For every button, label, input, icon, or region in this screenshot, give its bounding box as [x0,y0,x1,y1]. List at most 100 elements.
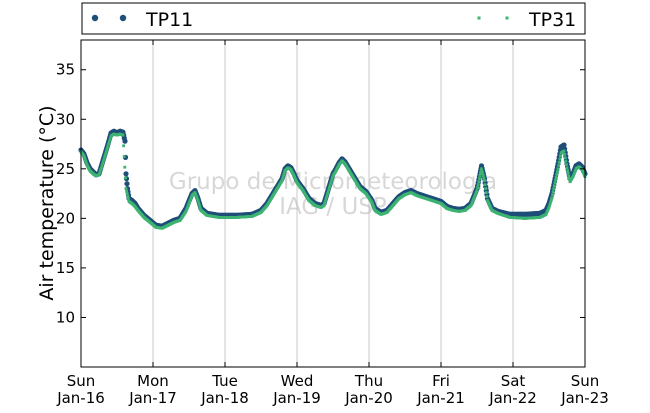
legend: TP11 TP31 [81,2,586,35]
data-point [187,202,191,205]
plot-frame [80,39,586,368]
legend-label-tp11: TP11 [145,9,193,31]
data-point [322,204,326,207]
data-point [478,174,482,178]
data-point [195,196,199,199]
x-tick-label-day: Mon [137,372,169,390]
data-point [371,204,375,208]
data-point [573,170,577,174]
data-point [185,206,189,210]
data-point [82,154,86,158]
data-point [479,172,482,175]
data-point [476,183,480,187]
legend-marker-tp11 [91,14,127,22]
data-point [325,194,329,197]
data-point [188,200,191,204]
data-point [572,173,575,177]
data-point [190,195,193,199]
x-tick-label-date: Jan-20 [344,389,393,407]
data-point [105,148,109,152]
data-point [122,144,125,148]
data-point [328,184,332,188]
x-tick-label-day: Sun [67,372,96,390]
data-point [473,195,476,198]
data-point [484,191,488,194]
data-point [193,191,197,194]
data-point [559,154,562,158]
data-point [127,197,130,201]
data-point [123,171,129,177]
data-point [323,200,327,203]
data-point [548,204,551,207]
data-point [97,173,101,177]
data-point [373,207,376,211]
data-point [470,201,474,204]
x-tick-label-date: Jan-16 [56,389,105,407]
x-tick-label-day: Sat [501,372,526,390]
x-tick-label-day: Sun [571,372,600,390]
data-point [551,190,555,193]
data-point [580,168,584,172]
legend-marker-dot [91,14,99,22]
data-point [106,146,109,150]
data-point [101,162,104,166]
data-point [471,199,475,203]
data-point [552,187,556,190]
data-point [199,207,202,210]
legend-marker-dot [477,16,481,20]
data-point [121,133,125,137]
data-point [556,170,559,173]
data-point [483,179,486,183]
data-point [325,196,328,199]
data-point [565,163,568,166]
x-tick-label-date: Jan-21 [416,389,465,407]
data-point [122,155,126,158]
data-point [565,166,569,170]
data-point [104,150,108,154]
data-point [99,168,103,171]
data-point [563,153,566,156]
data-point [371,202,374,206]
y-tick-label: 30 [56,110,75,128]
data-point [326,190,330,193]
x-tick-label-day: Tue [211,372,238,390]
legend-frame [81,2,586,35]
data-point [555,173,559,176]
x-tick-label-date: Jan-17 [128,389,177,407]
legend-label-tp31: TP31 [528,9,576,31]
data-point [323,202,326,205]
data-point [331,176,334,180]
data-point [85,161,88,165]
data-point [473,193,477,197]
data-point [124,176,127,180]
data-point [370,201,374,204]
data-point [125,192,129,196]
data-point [189,197,193,201]
data-point [281,175,285,179]
data-point [568,177,571,181]
data-point [574,169,577,172]
data-point [481,174,485,178]
data-point [553,184,556,188]
x-tick-label-date: Jan-18 [200,389,249,407]
data-point [549,200,553,203]
data-point [571,175,575,179]
data-point [329,180,333,184]
data-point [557,164,560,167]
legend-marker-dot [119,14,127,22]
data-point [562,149,566,153]
data-point [554,178,557,182]
x-tick-label-day: Wed [281,372,314,390]
data-point [480,167,483,171]
data-point [326,192,329,195]
x-tick-label-date: Jan-19 [272,389,321,407]
y-tick-label: 15 [56,259,75,277]
data-point [98,169,102,173]
data-point [103,156,106,160]
data-point [472,198,475,201]
data-point [572,172,576,175]
data-point [186,205,190,209]
data-point [548,202,552,205]
data-point [196,197,199,201]
